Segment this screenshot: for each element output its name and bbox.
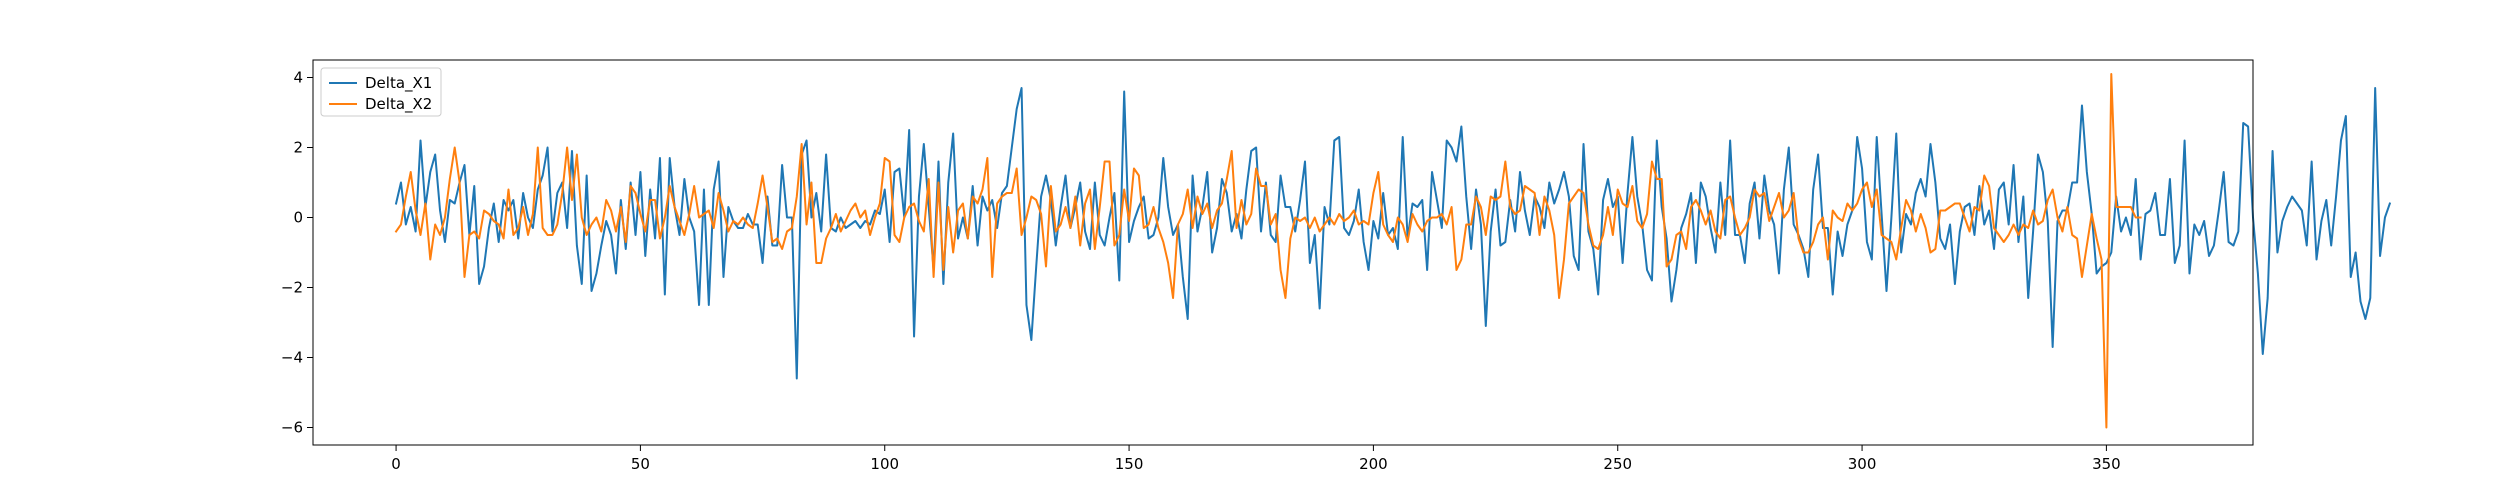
x-tick-label: 350 xyxy=(2092,455,2121,473)
x-tick-label: 300 xyxy=(1848,455,1877,473)
x-tick-label: 0 xyxy=(391,455,401,473)
series-line-delta-x2 xyxy=(394,73,2142,429)
x-tick-label: 50 xyxy=(631,455,650,473)
x-tick-label: 100 xyxy=(870,455,899,473)
plot-frame xyxy=(312,59,2254,446)
series-line-delta-x1 xyxy=(394,87,2392,380)
y-tick-label: −6 xyxy=(281,419,303,437)
y-axis: −6 −4 −2 0 2 4 xyxy=(281,69,313,437)
y-tick-label: 2 xyxy=(293,139,303,157)
plot-area xyxy=(313,60,2253,445)
legend: Delta_X1 Delta_X2 xyxy=(320,67,442,117)
x-tick-label: 250 xyxy=(1603,455,1632,473)
y-tick-label: 4 xyxy=(293,69,303,87)
legend-label: Delta_X1 xyxy=(365,74,432,93)
legend-label: Delta_X2 xyxy=(365,95,432,114)
x-tick-label: 150 xyxy=(1115,455,1144,473)
x-tick-label: 200 xyxy=(1359,455,1388,473)
y-tick-label: −4 xyxy=(281,349,303,367)
x-axis: 0 50 100 150 200 250 300 350 xyxy=(391,445,2121,473)
y-tick-label: 0 xyxy=(293,209,303,227)
series-layer xyxy=(394,73,2392,429)
y-tick-label: −2 xyxy=(281,279,303,297)
